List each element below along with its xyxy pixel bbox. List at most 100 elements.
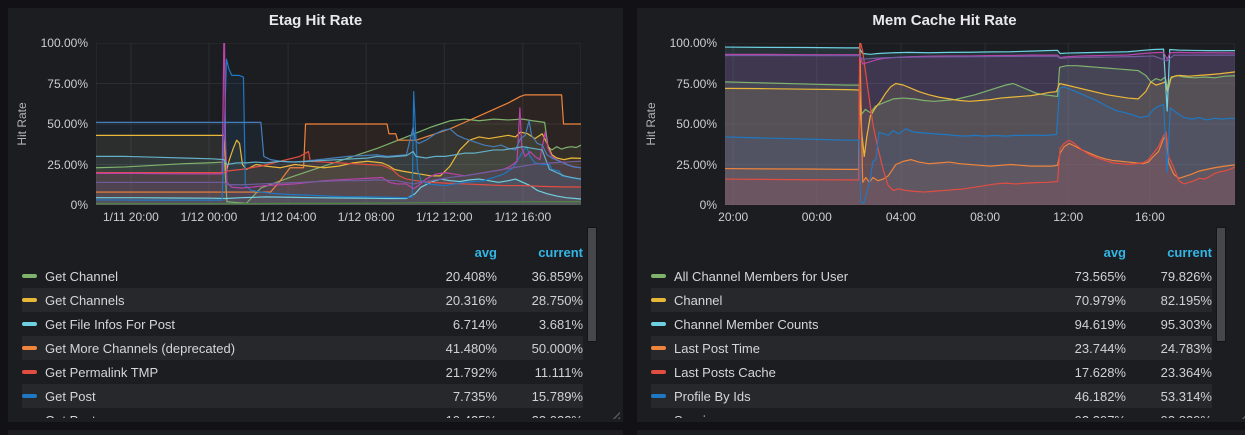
- legend-row[interactable]: Channel 70.979% 82.195%: [651, 288, 1212, 312]
- time-series-graph[interactable]: [725, 43, 1235, 205]
- legend-series-label[interactable]: Session: [651, 413, 1040, 419]
- series-line-get-file-infos-for-post: [96, 179, 581, 199]
- series-line-get-posts: [96, 43, 581, 189]
- legend-avg-value: 17.628%: [1074, 364, 1126, 380]
- x-tick-label: 08:00: [970, 210, 1001, 224]
- legend-series-label[interactable]: Get Posts: [22, 413, 411, 419]
- legend-current-value: 3.681%: [538, 316, 583, 332]
- series-color-swatch-icon: [651, 322, 666, 327]
- panel-title[interactable]: Etag Hit Rate: [268, 12, 363, 29]
- series-fill-get-posts: [96, 43, 581, 205]
- series-color-swatch-icon: [22, 298, 37, 303]
- legend-row[interactable]: Last Post Time 23.744% 24.783%: [651, 336, 1212, 360]
- legend-series-label[interactable]: Get Post: [22, 389, 411, 404]
- legend-current-value: 93.829%: [1126, 413, 1212, 419]
- series-line-get-channel: [96, 119, 581, 203]
- legend-series-label[interactable]: Get Channels: [22, 293, 411, 308]
- panel-title[interactable]: Mem Cache Hit Rate: [872, 12, 1017, 29]
- legend-header-current[interactable]: current: [1167, 244, 1212, 260]
- legend-avg-value: 21.792%: [445, 364, 497, 380]
- legend-row[interactable]: Last Posts Cache 17.628% 23.364%: [651, 360, 1212, 384]
- legend-avg-value: 23.744%: [1074, 340, 1126, 356]
- legend-current-value: 23.022%: [497, 413, 583, 419]
- legend-avg-value: 70.979%: [1074, 292, 1126, 308]
- legend-header-avg[interactable]: avg: [474, 244, 497, 260]
- panel-mem-cache-hit-rate: Mem Cache Hit Rate Hit Rate 0% 25.00% 50.0…: [637, 8, 1245, 422]
- y-tick-label: 100.00%: [40, 36, 88, 50]
- legend-avg-value: 46.182%: [1074, 388, 1126, 404]
- series-fill-last-post-time: [725, 43, 1235, 205]
- legend-row[interactable]: Get Permalink TMP 21.792% 11.111%: [22, 360, 583, 384]
- legend-row[interactable]: Get Channels 20.316% 28.750%: [22, 288, 583, 312]
- legend-current-value: 82.195%: [1160, 292, 1212, 308]
- legend-avg-value: 92.397%: [1040, 413, 1126, 419]
- legend-avg-value: 41.480%: [445, 340, 497, 356]
- series-fill-channel: [725, 71, 1235, 205]
- legend-rows: All Channel Members for User 73.565% 79.82…: [651, 264, 1212, 418]
- legend-series-label[interactable]: All Channel Members for User: [651, 269, 1040, 284]
- legend-scrollbar[interactable]: [1216, 227, 1226, 342]
- x-tick-label: 1/12 04:00: [259, 210, 317, 224]
- legend-header-avg[interactable]: avg: [1103, 244, 1126, 260]
- next-row-panel-edge: [637, 430, 1245, 435]
- panel-resize-handle[interactable]: [1239, 409, 1245, 419]
- legend-row[interactable]: Get Post 7.735% 15.789%: [22, 384, 583, 408]
- legend-row[interactable]: Get File Infos For Post 6.714% 3.681%: [22, 312, 583, 336]
- legend-row[interactable]: Session92.397%93.829%: [651, 408, 1212, 419]
- series-color-swatch-icon: [22, 322, 37, 327]
- legend-scrollbar[interactable]: [587, 227, 597, 342]
- legend-avg-value: 6.714%: [452, 316, 497, 332]
- legend-avg-value: 19.425%: [411, 413, 497, 419]
- series-color-swatch-icon: [22, 370, 37, 375]
- legend-row[interactable]: Channel Member Counts 94.619% 95.303%: [651, 312, 1212, 336]
- legend-series-label[interactable]: Channel: [651, 293, 1040, 308]
- x-tick-label: 12:00: [1053, 210, 1084, 224]
- y-tick-label: 25.00%: [47, 157, 88, 172]
- x-tick-label: 00:00: [801, 210, 832, 224]
- legend-series-label[interactable]: Channel Member Counts: [651, 317, 1040, 332]
- legend-header: avg current: [22, 240, 583, 264]
- series-line-unlabeled: [96, 147, 581, 179]
- series-color-swatch-icon: [22, 394, 37, 399]
- legend-series-label[interactable]: Last Post Time: [651, 341, 1040, 356]
- legend-avg-value: 73.565%: [1074, 268, 1126, 284]
- legend-series-label[interactable]: Get Channel: [22, 269, 411, 284]
- series-fill-last-posts-cache: [725, 43, 1235, 205]
- panel-etag-hit-rate: Etag Hit Rate Hit Rate 0% 25.00% 50.00% 75.…: [8, 8, 623, 422]
- x-axis-ticks: 20:00 00:00 04:00 08:00 12:00 16:00: [718, 210, 1235, 226]
- y-axis-ticks: 0% 25.00% 50.00% 75.00% 100.00%: [637, 36, 717, 212]
- x-tick-label: 1/12 08:00: [337, 210, 395, 224]
- panel-resize-handle[interactable]: [610, 409, 620, 419]
- legend-series-label[interactable]: Get Permalink TMP: [22, 365, 411, 380]
- series-fill-unlabeled: [96, 161, 581, 205]
- legend-series-label[interactable]: Get File Infos For Post: [22, 317, 411, 332]
- legend-current-value: 15.789%: [531, 388, 583, 404]
- y-tick-label: 75.00%: [676, 76, 717, 91]
- legend-series-label[interactable]: Last Posts Cache: [651, 365, 1040, 380]
- legend-row[interactable]: Get More Channels (deprecated) 41.480% 50.…: [22, 336, 583, 360]
- legend-avg-value: 7.735%: [452, 388, 497, 404]
- x-tick-label: 04:00: [885, 210, 916, 224]
- y-tick-label: 100.00%: [669, 36, 717, 50]
- legend-series-label[interactable]: Profile By Ids: [651, 389, 1040, 404]
- y-tick-label: 0%: [70, 198, 88, 212]
- legend-current-value: 36.859%: [531, 268, 583, 284]
- legend-header: avg current: [651, 240, 1212, 264]
- legend-current-value: 53.314%: [1160, 388, 1212, 404]
- legend-row[interactable]: Get Channel 20.408% 36.859%: [22, 264, 583, 288]
- next-row-panel-edge: [8, 430, 623, 435]
- time-series-graph[interactable]: [96, 43, 581, 205]
- legend-current-value: 23.364%: [1160, 364, 1212, 380]
- legend-series-label[interactable]: Get More Channels (deprecated): [22, 341, 411, 356]
- x-tick-label: 1/12 16:00: [494, 210, 552, 224]
- series-color-swatch-icon: [22, 274, 37, 279]
- series-color-swatch-icon: [651, 394, 666, 399]
- series-line-get-post: [96, 59, 581, 200]
- legend-row[interactable]: Profile By Ids 46.182% 53.314%: [651, 384, 1212, 408]
- legend-header-current[interactable]: current: [538, 244, 583, 260]
- legend-current-value: 24.783%: [1160, 340, 1212, 356]
- legend-row[interactable]: Get Posts19.425%23.022%: [22, 408, 583, 419]
- series-color-swatch-icon: [651, 274, 666, 279]
- legend-row[interactable]: All Channel Members for User 73.565% 79.82…: [651, 264, 1212, 288]
- legend-table: avg current Get Channel 20.408% 36.859% Get…: [22, 240, 583, 418]
